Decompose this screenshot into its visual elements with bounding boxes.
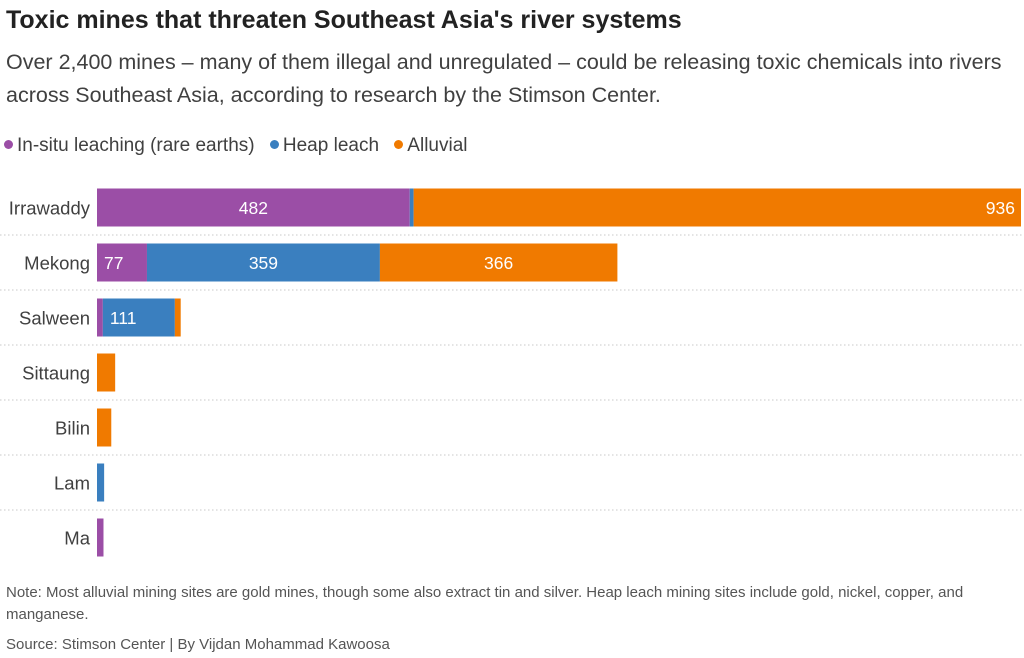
data-label-mekong-in-situ-leaching-rare-earths: 77 (104, 253, 123, 273)
bar-ma-in-situ-leaching-rare-earths (97, 518, 104, 557)
legend-item-heap-leach: Heap leach (269, 135, 380, 157)
stacked-bar-chart: Irrawaddy 482 936 Mekong 77 359 366 Salween 111 S… (0, 188, 1024, 557)
chart-subtitle: Over 2,400 mines – many of them illegal … (6, 50, 1002, 107)
bar-salween-alluvial (174, 298, 181, 337)
bar-irrawaddy-alluvial (413, 188, 1021, 227)
category-label-lam: Lam (54, 473, 90, 494)
category-label-mekong: Mekong (24, 253, 90, 274)
bar-lam-heap-leach (97, 463, 105, 502)
legend-label-alluvial: Alluvial (407, 135, 468, 156)
bar-bilin-alluvial (97, 408, 112, 447)
legend-swatch-in-situ (4, 140, 13, 149)
category-label-sittaung: Sittaung (22, 363, 90, 384)
chart-source: Source: Stimson Center | By Vijdan Moham… (6, 636, 390, 653)
data-label-mekong-heap-leach: 359 (249, 253, 278, 273)
chart-title: Toxic mines that threaten Southeast Asia… (6, 6, 682, 34)
bar-irrawaddy-heap-leach (409, 188, 414, 227)
legend-label-in-situ: In-situ leaching (rare earths) (17, 135, 255, 156)
legend-swatch-heap-leach (269, 140, 279, 149)
data-label-mekong-alluvial: 366 (484, 253, 513, 273)
bar-salween-heap-leach (102, 298, 175, 337)
legend-item-alluvial: Alluvial (394, 135, 468, 157)
data-label-irrawaddy-alluvial: 936 (986, 198, 1015, 218)
legend: In-situ leaching (rare earths) Heap leac… (4, 135, 478, 157)
bar-sittaung-alluvial (97, 353, 116, 392)
bar-mekong-in-situ-leaching-rare-earths (97, 243, 147, 282)
bar-mekong-heap-leach (146, 243, 380, 282)
category-label-irrawaddy: Irrawaddy (9, 198, 91, 219)
category-label-ma: Ma (64, 528, 90, 549)
chart-note: Note: Most alluvial mining sites are gol… (6, 584, 964, 623)
category-label-salween: Salween (19, 308, 90, 329)
legend-item-in-situ: In-situ leaching (rare earths) (4, 135, 255, 157)
data-label-irrawaddy-in-situ-leaching-rare-earths: 482 (239, 198, 268, 218)
bar-salween-in-situ-leaching-rare-earths (97, 298, 103, 337)
legend-swatch-alluvial (394, 140, 404, 149)
bar-irrawaddy-in-situ-leaching-rare-earths (97, 188, 410, 227)
data-label-salween-heap-leach: 111 (110, 308, 137, 328)
category-label-bilin: Bilin (55, 418, 90, 439)
bar-mekong-alluvial (379, 243, 618, 282)
legend-label-heap-leach: Heap leach (282, 135, 380, 156)
